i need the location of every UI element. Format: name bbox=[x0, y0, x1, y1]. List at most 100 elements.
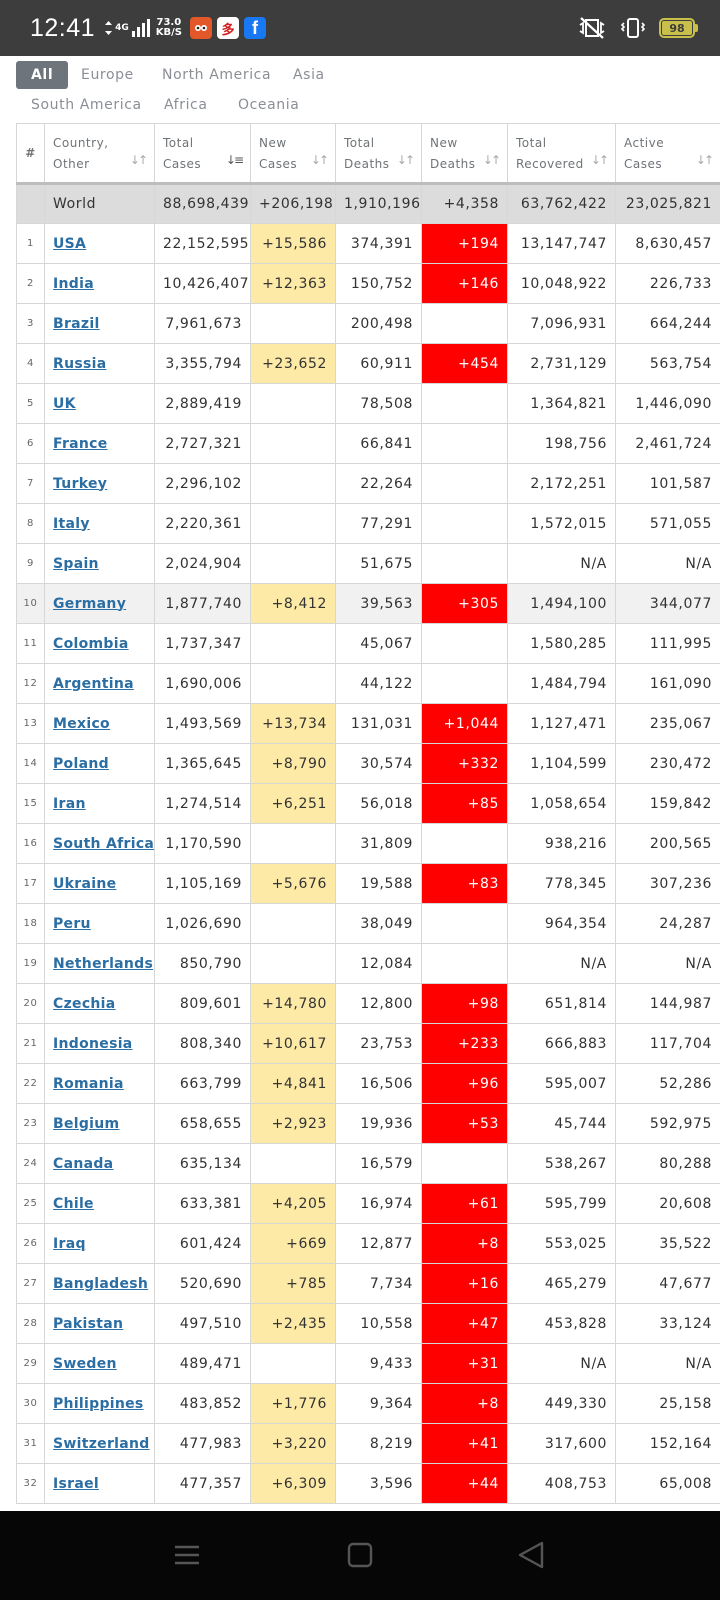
tab-asia[interactable]: Asia bbox=[293, 67, 325, 83]
header-active-cases[interactable]: Active Cases ↓↑ bbox=[615, 123, 720, 185]
tab-oceania[interactable]: Oceania bbox=[238, 97, 300, 113]
country-link[interactable]: Spain bbox=[53, 555, 99, 572]
table-row: 12 Argentina 1,690,006 44,122 1,484,794 161,0… bbox=[16, 663, 720, 704]
tab-all[interactable]: All bbox=[16, 61, 69, 89]
country-link[interactable]: Belgium bbox=[53, 1115, 120, 1132]
country-link[interactable]: USA bbox=[53, 235, 87, 252]
tab-north-america[interactable]: North America bbox=[162, 67, 272, 83]
country-link[interactable]: Chile bbox=[53, 1195, 94, 1212]
active-cases-cell: 35,522 bbox=[615, 1223, 720, 1264]
header-new-deaths[interactable]: New Deaths ↓↑ bbox=[421, 123, 508, 185]
sort-icon[interactable]: ↓↑ bbox=[396, 153, 415, 167]
total-recovered-cell: N/A bbox=[507, 943, 616, 984]
new-cases-cell: +1,776 bbox=[250, 1383, 336, 1424]
header-country[interactable]: Country, Other ↓↑ bbox=[44, 123, 155, 185]
country-link[interactable]: Czechia bbox=[53, 995, 116, 1012]
header-total-recovered[interactable]: Total Recovered ↓↑ bbox=[507, 123, 616, 185]
country-link[interactable]: Switzerland bbox=[53, 1435, 150, 1452]
header-new-cases[interactable]: New Cases ↓↑ bbox=[250, 123, 336, 185]
country-link[interactable]: Iran bbox=[53, 795, 86, 812]
sort-icon[interactable]: ↓↑ bbox=[695, 153, 714, 167]
total-recovered-cell: 10,048,922 bbox=[507, 263, 616, 304]
new-cases-cell bbox=[250, 423, 336, 464]
country-link[interactable]: Netherlands bbox=[53, 955, 154, 972]
back-icon[interactable] bbox=[514, 1539, 548, 1571]
total-cases-cell: 3,355,794 bbox=[154, 343, 251, 384]
tab-africa[interactable]: Africa bbox=[164, 97, 208, 113]
country-link[interactable]: UK bbox=[53, 395, 76, 412]
system-nav-bar bbox=[0, 1511, 720, 1600]
country-link[interactable]: Canada bbox=[53, 1155, 114, 1172]
country-link[interactable]: Mexico bbox=[53, 715, 110, 732]
country-cell: Peru bbox=[44, 903, 155, 944]
country-link[interactable]: Colombia bbox=[53, 635, 129, 652]
rank-cell: 21 bbox=[16, 1023, 45, 1064]
total-recovered-cell: N/A bbox=[507, 543, 616, 584]
country-link[interactable]: Philippines bbox=[53, 1395, 144, 1412]
new-deaths-cell: +47 bbox=[421, 1303, 508, 1344]
country-link[interactable]: Sweden bbox=[53, 1355, 117, 1372]
country-link[interactable]: Russia bbox=[53, 355, 107, 372]
new-deaths-cell bbox=[421, 903, 508, 944]
total-deaths-cell: 45,067 bbox=[335, 623, 422, 664]
country-link[interactable]: Israel bbox=[53, 1475, 99, 1492]
active-cases-cell: 159,842 bbox=[615, 783, 720, 824]
header-total-cases[interactable]: Total Cases ↓≡ bbox=[154, 123, 251, 185]
new-deaths-cell: +53 bbox=[421, 1103, 508, 1144]
menu-icon[interactable] bbox=[170, 1539, 204, 1571]
table-row: 8 Italy 2,220,361 77,291 1,572,015 571,055 bbox=[16, 503, 720, 544]
country-link[interactable]: Bangladesh bbox=[53, 1275, 149, 1292]
net-speed-unit: KB/S bbox=[155, 27, 182, 38]
country-link[interactable]: Brazil bbox=[53, 315, 100, 332]
sort-desc-icon[interactable]: ↓≡ bbox=[225, 153, 244, 167]
new-cases-cell bbox=[250, 623, 336, 664]
country-link[interactable]: Peru bbox=[53, 915, 91, 932]
sort-icon[interactable]: ↓↑ bbox=[482, 153, 501, 167]
total-cases-cell: 483,852 bbox=[154, 1383, 251, 1424]
new-deaths-cell bbox=[421, 463, 508, 504]
covid-table-container[interactable]: # Country, Other ↓↑ Total Cases ↓≡ New C… bbox=[16, 123, 720, 1511]
table-row: 1 USA 22,152,595 +15,586 374,391 +194 13,147,7… bbox=[16, 223, 720, 264]
total-deaths-cell: 9,433 bbox=[335, 1343, 422, 1384]
active-cases-cell: 235,067 bbox=[615, 703, 720, 744]
total-deaths-cell: 44,122 bbox=[335, 663, 422, 704]
country-link[interactable]: South Africa bbox=[53, 835, 155, 852]
country-link[interactable]: Iraq bbox=[53, 1235, 86, 1252]
country-link[interactable]: Argentina bbox=[53, 675, 134, 692]
new-deaths-cell bbox=[421, 503, 508, 544]
sort-icon[interactable]: ↓↑ bbox=[129, 153, 148, 167]
country-cell: Ukraine bbox=[44, 863, 155, 904]
country-link[interactable]: Poland bbox=[53, 755, 109, 772]
total-deaths-cell: 3,596 bbox=[335, 1463, 422, 1504]
total-cases-cell: 2,296,102 bbox=[154, 463, 251, 504]
new-cases-cell: +2,923 bbox=[250, 1103, 336, 1144]
total-deaths-cell: 30,574 bbox=[335, 743, 422, 784]
sort-icon[interactable]: ↓↑ bbox=[310, 153, 329, 167]
country-link[interactable]: Romania bbox=[53, 1075, 124, 1092]
world-total-cases: 88,698,439 bbox=[154, 183, 251, 224]
country-cell: Iran bbox=[44, 783, 155, 824]
country-link[interactable]: Ukraine bbox=[53, 875, 117, 892]
country-link[interactable]: Pakistan bbox=[53, 1315, 124, 1332]
total-deaths-cell: 16,974 bbox=[335, 1183, 422, 1224]
header-rank[interactable]: # bbox=[16, 123, 45, 185]
total-deaths-cell: 374,391 bbox=[335, 223, 422, 264]
tab-europe[interactable]: Europe bbox=[81, 67, 134, 83]
home-icon[interactable] bbox=[343, 1539, 377, 1571]
header-total-deaths[interactable]: Total Deaths ↓↑ bbox=[335, 123, 422, 185]
total-cases-cell: 2,024,904 bbox=[154, 543, 251, 584]
clock: 12:41 bbox=[30, 13, 96, 42]
country-link[interactable]: Germany bbox=[53, 595, 127, 612]
new-deaths-cell: +31 bbox=[421, 1343, 508, 1384]
country-link[interactable]: Turkey bbox=[53, 475, 108, 492]
country-cell: Czechia bbox=[44, 983, 155, 1024]
country-link[interactable]: Italy bbox=[53, 515, 90, 532]
active-cases-cell: 47,677 bbox=[615, 1263, 720, 1304]
country-link[interactable]: India bbox=[53, 275, 94, 292]
sort-icon[interactable]: ↓↑ bbox=[590, 153, 609, 167]
header-total-deaths-line1: Total bbox=[344, 136, 375, 150]
rank-cell: 17 bbox=[16, 863, 45, 904]
tab-south-america[interactable]: South America bbox=[31, 97, 142, 113]
country-link[interactable]: Indonesia bbox=[53, 1035, 133, 1052]
country-link[interactable]: France bbox=[53, 435, 108, 452]
